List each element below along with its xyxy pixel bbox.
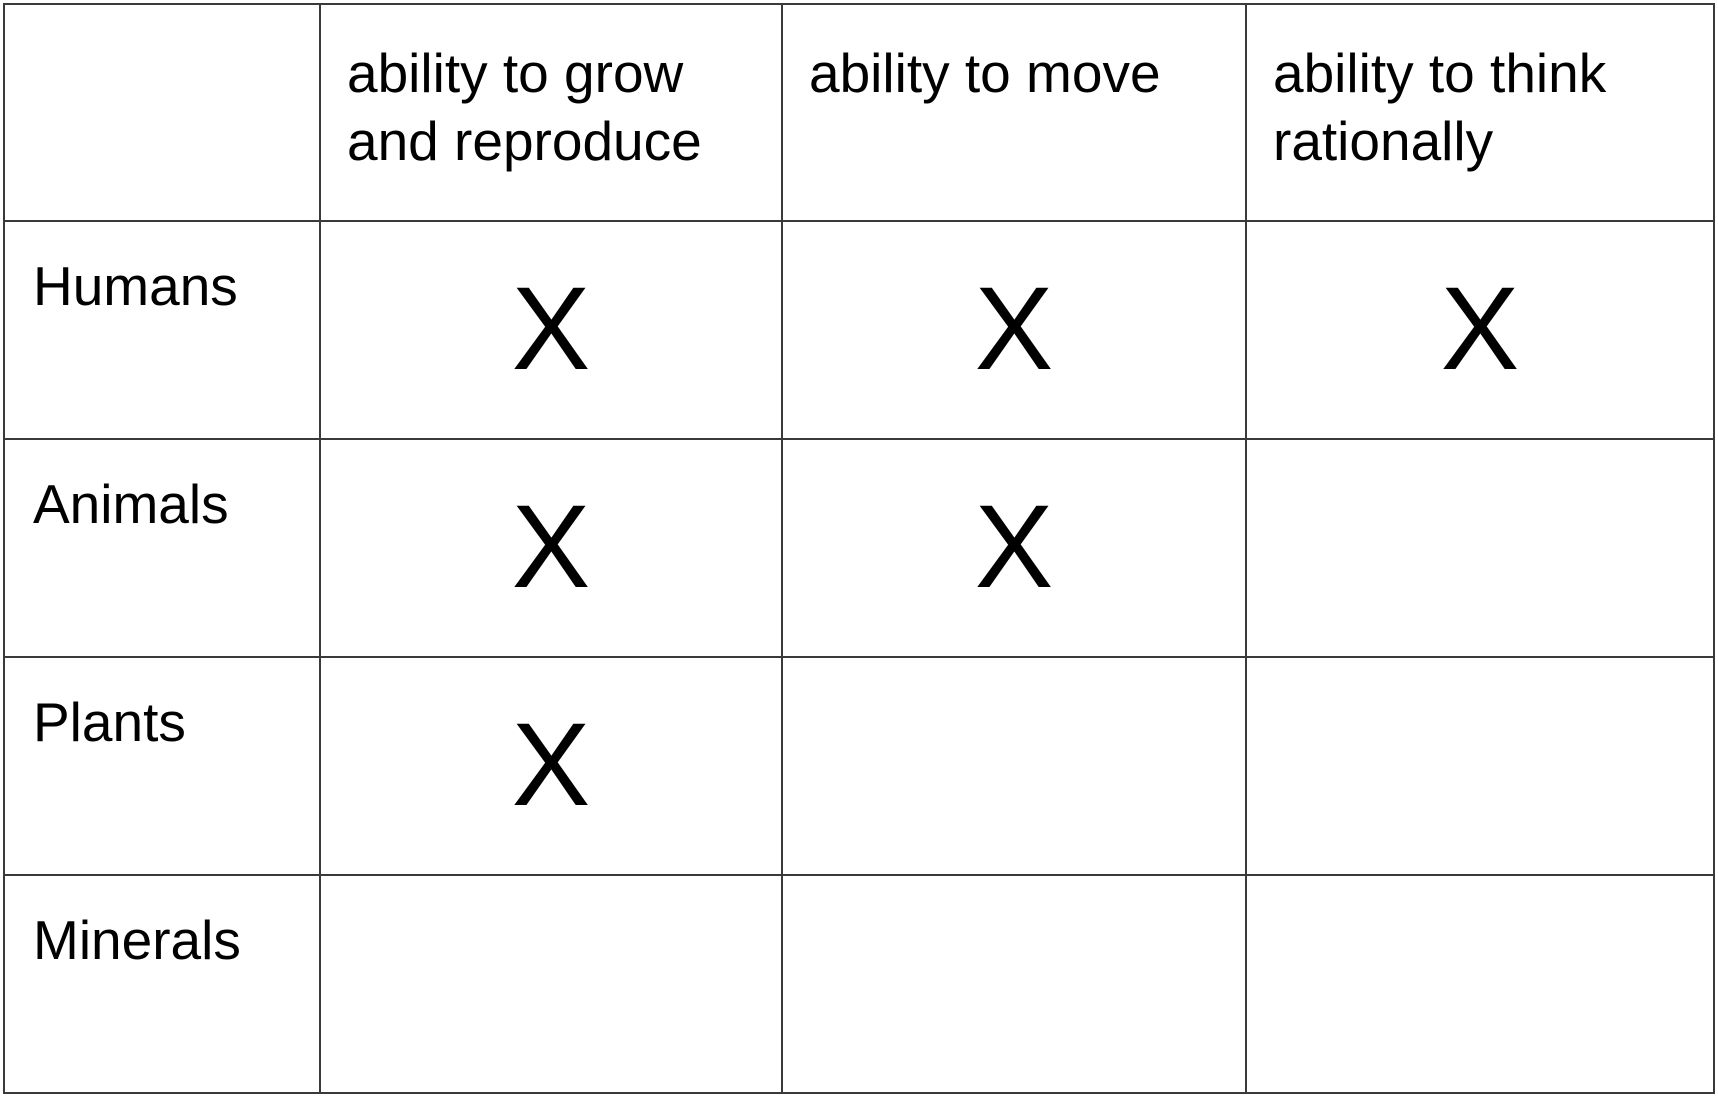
header-row: ability to grow and reproduce ability to… [3, 3, 1715, 222]
row-label: Humans [33, 255, 238, 317]
table-cell: X [319, 220, 783, 440]
row-label: Minerals [33, 909, 241, 971]
table-cell: X [319, 438, 783, 658]
column-header-label: ability to move [809, 42, 1161, 104]
table-row-humans: Humans X X X [3, 220, 1715, 440]
table-row-minerals: Minerals [3, 874, 1715, 1094]
table-cell [1245, 438, 1715, 658]
row-header-cell: Minerals [3, 874, 321, 1094]
table-row-animals: Animals X X [3, 438, 1715, 658]
column-header-move: ability to move [781, 3, 1247, 222]
row-header-cell: Humans [3, 220, 321, 440]
x-mark [783, 658, 1245, 706]
table-cell [781, 874, 1247, 1094]
x-mark [1247, 876, 1713, 924]
column-header-think-rationally: ability to think rationally [1245, 3, 1715, 222]
x-mark: X [511, 263, 591, 395]
table-cell [1245, 656, 1715, 876]
table-cell: X [781, 438, 1247, 658]
x-mark: X [974, 481, 1054, 613]
x-mark: X [511, 481, 591, 613]
row-label: Animals [33, 473, 229, 535]
table-cell: X [319, 656, 783, 876]
x-mark [321, 876, 781, 924]
table-row-plants: Plants X [3, 656, 1715, 876]
x-mark [783, 876, 1245, 924]
table-cell [1245, 874, 1715, 1094]
capabilities-table: ability to grow and reproduce ability to… [3, 3, 1715, 1094]
x-mark: X [1440, 263, 1520, 395]
column-header-grow-reproduce: ability to grow and reproduce [319, 3, 783, 222]
x-mark: X [974, 263, 1054, 395]
row-label: Plants [33, 691, 186, 753]
corner-cell [3, 3, 321, 222]
table-cell [781, 656, 1247, 876]
row-header-cell: Plants [3, 656, 321, 876]
table-cell: X [1245, 220, 1715, 440]
x-mark [1247, 658, 1713, 706]
table-cell: X [781, 220, 1247, 440]
x-mark: X [511, 699, 591, 831]
table-cell [319, 874, 783, 1094]
row-header-cell: Animals [3, 438, 321, 658]
column-header-label: ability to think rationally [1273, 42, 1607, 172]
column-header-label: ability to grow and reproduce [347, 42, 702, 172]
x-mark [1247, 440, 1713, 488]
